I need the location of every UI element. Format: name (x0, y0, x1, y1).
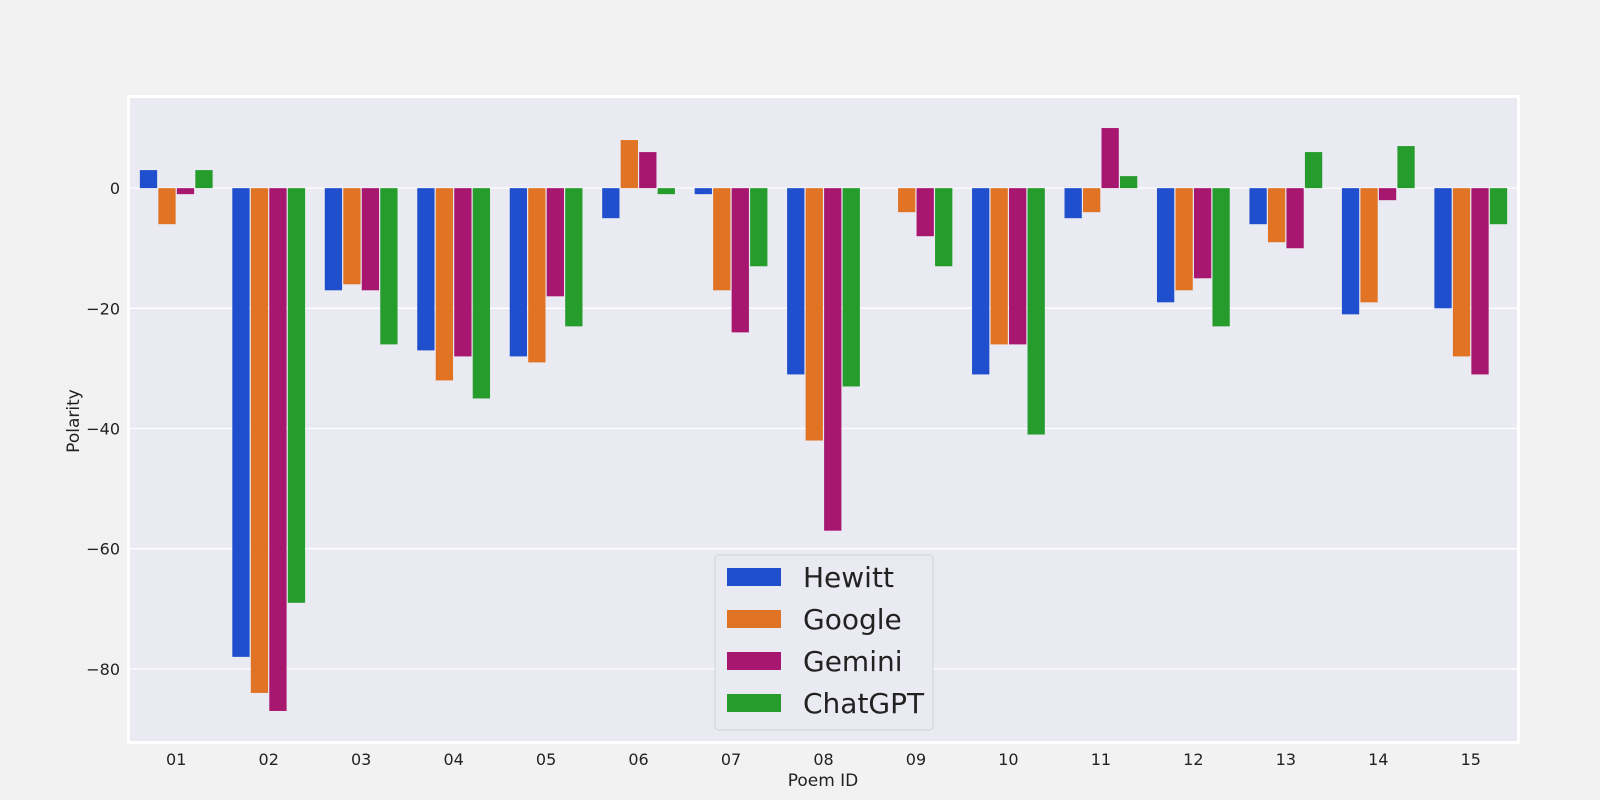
bar-hewitt-06 (602, 188, 620, 219)
legend-label-hewitt: Hewitt (803, 561, 894, 594)
gridlines (130, 187, 1517, 670)
bar-google-06 (620, 140, 638, 189)
bar-chatgpt-09 (935, 188, 953, 267)
x-tick-label: 07 (721, 750, 741, 769)
bar-google-14 (1360, 188, 1378, 303)
bar-gemini-10 (1009, 188, 1027, 345)
bar-gemini-15 (1471, 188, 1489, 375)
bar-hewitt-03 (324, 188, 343, 291)
bar-gemini-02 (269, 188, 287, 711)
y-tick-label: −40 (86, 420, 120, 439)
bar-chatgpt-02 (287, 188, 306, 603)
legend-box (714, 554, 934, 731)
bar-chatgpt-11 (1119, 176, 1138, 189)
bar-gemini-11 (1101, 128, 1119, 189)
bar-chatgpt-08 (842, 188, 860, 387)
bar-gemini-01 (176, 188, 195, 195)
bar-gemini-12 (1193, 188, 1212, 279)
bar-chatgpt-15 (1489, 188, 1508, 225)
bar-chatgpt-12 (1212, 188, 1230, 327)
bar-chatgpt-13 (1304, 152, 1323, 189)
bar-hewitt-11 (1064, 188, 1082, 219)
y-axis-label: Polarity (64, 389, 84, 453)
bar-gemini-06 (639, 152, 657, 189)
bar-google-15 (1452, 188, 1471, 357)
legend-label-google: Google (803, 603, 902, 636)
bar-marks (139, 128, 1508, 711)
bar-chatgpt-14 (1397, 146, 1415, 189)
bar-google-10 (990, 188, 1008, 345)
x-tick-label: 03 (351, 750, 371, 769)
bar-gemini-04 (454, 188, 472, 357)
bar-hewitt-04 (417, 188, 435, 351)
legend-swatch-chatgpt (727, 694, 781, 712)
x-tick-label: 14 (1368, 750, 1388, 769)
bar-chatgpt-03 (380, 188, 398, 345)
x-tick-label: 02 (259, 750, 279, 769)
x-tick-label: 13 (1276, 750, 1296, 769)
x-tick-label: 10 (998, 750, 1018, 769)
legend-label-gemini: Gemini (803, 645, 903, 678)
x-tick-label: 04 (443, 750, 463, 769)
bar-gemini-08 (824, 188, 842, 531)
bar-gemini-09 (916, 188, 934, 237)
bar-chatgpt-04 (472, 188, 491, 399)
x-axis-label: Poem ID (788, 771, 859, 791)
bar-google-01 (158, 188, 176, 225)
legend-swatch-gemini (727, 652, 781, 670)
bar-google-04 (435, 188, 454, 381)
bar-hewitt-07 (694, 188, 712, 195)
x-tick-label: 06 (628, 750, 648, 769)
bar-gemini-07 (731, 188, 749, 333)
bar-google-13 (1267, 188, 1286, 243)
y-tick-label: −20 (86, 299, 120, 318)
bar-chatgpt-06 (657, 188, 675, 195)
y-tick-labels: 0 −20 −40 −60 −80 (86, 179, 120, 679)
x-tick-label: 05 (536, 750, 556, 769)
x-tick-labels: 01 02 03 04 05 06 07 08 09 10 11 12 13 14 15 (166, 750, 1481, 769)
bar-chatgpt-05 (565, 188, 583, 327)
bar-gemini-14 (1378, 188, 1397, 201)
bar-gemini-03 (361, 188, 380, 291)
bar-hewitt-01 (139, 170, 158, 189)
x-tick-label: 01 (166, 750, 186, 769)
bar-google-02 (250, 188, 269, 693)
y-tick-label: −80 (86, 660, 120, 679)
x-tick-label: 12 (1183, 750, 1203, 769)
bar-hewitt-08 (787, 188, 805, 375)
bar-google-11 (1083, 188, 1101, 213)
bar-hewitt-12 (1156, 188, 1175, 303)
bar-gemini-13 (1286, 188, 1304, 249)
legend-label-chatgpt: ChatGPT (803, 687, 925, 720)
bar-google-07 (713, 188, 731, 291)
bar-chatgpt-10 (1027, 188, 1045, 435)
bar-hewitt-15 (1434, 188, 1452, 309)
bar-google-08 (805, 188, 823, 441)
bar-google-09 (898, 188, 916, 213)
x-tick-label: 09 (906, 750, 926, 769)
y-tick-label: 0 (110, 179, 120, 198)
legend: Hewitt Google Gemini ChatGPT (714, 554, 934, 731)
bar-google-05 (528, 188, 546, 363)
x-tick-label: 15 (1461, 750, 1481, 769)
x-tick-label: 11 (1091, 750, 1111, 769)
bar-hewitt-10 (972, 188, 990, 375)
legend-swatch-hewitt (727, 568, 781, 586)
bar-hewitt-02 (232, 188, 250, 657)
x-tick-label: 08 (813, 750, 833, 769)
legend-swatch-google (727, 610, 781, 628)
bar-google-03 (343, 188, 361, 285)
bar-hewitt-05 (509, 188, 528, 357)
bar-chatgpt-07 (750, 188, 768, 267)
bar-chatgpt-01 (195, 170, 213, 189)
bar-hewitt-14 (1341, 188, 1360, 315)
bar-gemini-05 (546, 188, 564, 297)
y-tick-label: −60 (86, 540, 120, 559)
bar-google-12 (1175, 188, 1193, 291)
bar-hewitt-13 (1249, 188, 1267, 225)
